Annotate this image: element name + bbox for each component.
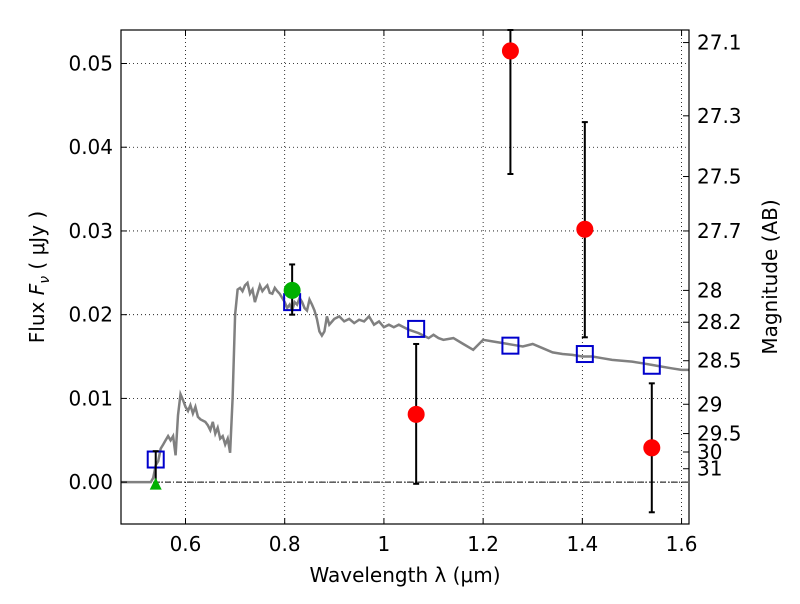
x-tick-label: 0.6	[170, 532, 202, 556]
y2-axis-label: Magnitude (AB)	[758, 199, 782, 354]
model-photometry-point	[501, 336, 520, 355]
observed-point-green	[283, 281, 301, 299]
model-photometry-point	[575, 345, 594, 364]
x-tick-label: 1.2	[467, 532, 499, 556]
x-ticks: 0.6 0.8 1 1.2 1.4 1.6	[170, 30, 698, 556]
y-tick-label: 0.04	[68, 135, 113, 159]
magnitude-tick-label: 31	[697, 457, 722, 481]
magnitude-tick-label: 27.7	[697, 219, 742, 243]
y-tick-label: 0.01	[68, 386, 113, 410]
y-ticks: 0.00 0.01 0.02 0.03 0.04 0.05	[68, 51, 127, 494]
magnitude-tick-label: 27.1	[697, 31, 742, 55]
magnitude-tick-label: 27.5	[697, 165, 742, 189]
magnitude-tick-label: 29.5	[697, 422, 742, 446]
y-tick-label: 0.00	[68, 470, 113, 494]
magnitude-tick-label: 29	[697, 392, 722, 416]
sed-model-line	[121, 280, 689, 484]
model-photometry-point	[407, 319, 426, 338]
y-axis-label: Flux Fν ( μJy )	[25, 211, 53, 343]
x-tick-label: 1	[378, 532, 391, 556]
upper-limit-triangle	[149, 477, 162, 490]
x-tick-label: 1.4	[566, 532, 598, 556]
magnitude-tick-label: 30	[697, 440, 722, 464]
x-axis-label: Wavelength λ (μm)	[309, 563, 500, 587]
y-tick-label: 0.03	[68, 219, 113, 243]
observed-point-red	[576, 220, 594, 238]
series-layer	[121, 29, 689, 514]
observed-point-red	[407, 405, 425, 423]
y-tick-label: 0.05	[68, 51, 113, 75]
x-tick-label: 0.8	[269, 532, 301, 556]
observed-point-red	[643, 439, 661, 457]
magnitude-tick-label: 27.3	[697, 104, 742, 128]
magnitude-tick-label: 28.5	[697, 349, 742, 373]
x-tick-label: 1.6	[666, 532, 698, 556]
magnitude-tick-label: 28	[697, 278, 722, 302]
grid	[121, 30, 689, 524]
magnitude-tick-label: 28.2	[697, 310, 742, 334]
y-tick-label: 0.02	[68, 303, 113, 327]
model-photometry-point	[642, 356, 661, 375]
observed-point-red	[501, 42, 519, 60]
plot-frame	[120, 29, 690, 525]
